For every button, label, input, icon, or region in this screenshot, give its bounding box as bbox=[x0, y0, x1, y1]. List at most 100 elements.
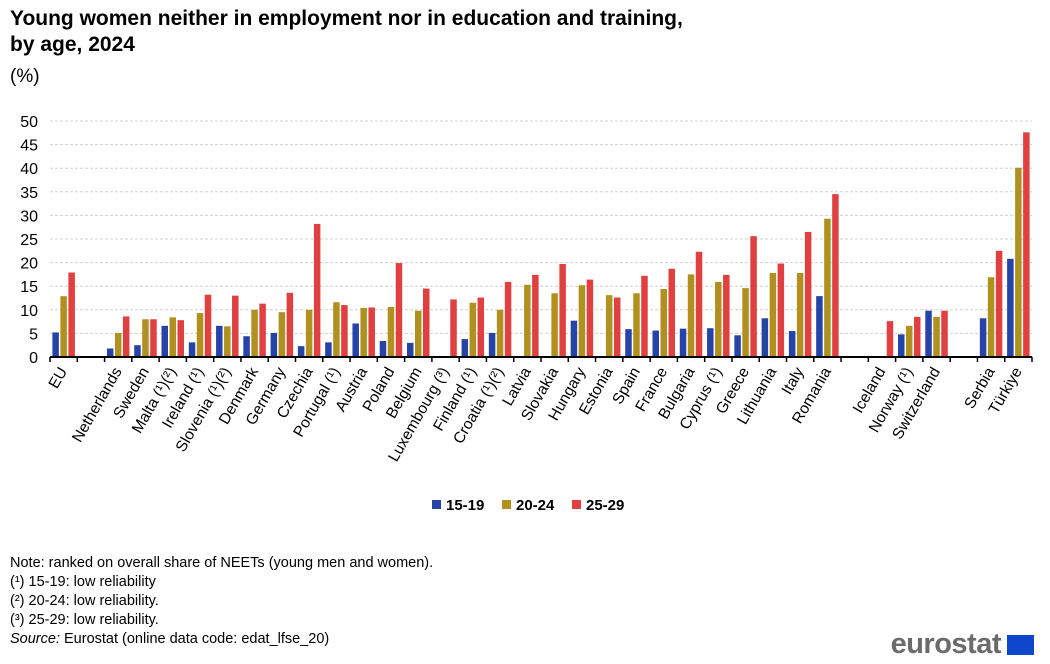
eurostat-logo: eurostat bbox=[891, 628, 1034, 661]
bar-20-24 bbox=[769, 272, 777, 357]
bar-25-29 bbox=[804, 231, 812, 357]
bar-25-29 bbox=[886, 321, 894, 357]
bar-25-29 bbox=[122, 316, 130, 357]
bar-25-29 bbox=[750, 236, 757, 357]
y-tick-label: 45 bbox=[20, 138, 38, 155]
bar-20-24 bbox=[278, 312, 286, 357]
bar-20-24 bbox=[469, 302, 477, 357]
y-tick-label: 30 bbox=[20, 208, 38, 225]
bar-15-19 bbox=[461, 339, 469, 357]
bar-15-19 bbox=[761, 318, 769, 357]
legend-label-25-29: 25-29 bbox=[586, 497, 624, 514]
footnote-2: (²) 20-24: low reliability. bbox=[10, 593, 159, 609]
bar-25-29 bbox=[559, 264, 566, 357]
bar-20-24 bbox=[796, 272, 804, 357]
bar-15-19 bbox=[188, 342, 196, 357]
footnote-1: (¹) 15-19: low reliability bbox=[10, 574, 156, 590]
bar-25-29 bbox=[695, 251, 703, 357]
bar-15-19 bbox=[679, 328, 687, 357]
bar-15-19 bbox=[734, 335, 741, 357]
bar-20-24 bbox=[906, 325, 913, 357]
bar-25-29 bbox=[532, 274, 539, 357]
bar-25-29 bbox=[668, 268, 675, 357]
bar-25-29 bbox=[995, 250, 1003, 357]
bar-20-24 bbox=[660, 289, 667, 357]
bar-25-29 bbox=[477, 297, 485, 357]
y-tick-label: 50 bbox=[20, 114, 38, 131]
logo-text: eurostat bbox=[890, 628, 1002, 660]
bar-20-24 bbox=[933, 316, 940, 357]
bar-15-19 bbox=[570, 320, 578, 357]
bar-15-19 bbox=[243, 336, 250, 357]
bar-20-24 bbox=[387, 306, 395, 357]
bar-15-19 bbox=[979, 318, 987, 357]
legend-label-20-24: 20-24 bbox=[516, 497, 555, 514]
bar-25-29 bbox=[723, 274, 730, 357]
bar-20-24 bbox=[524, 284, 531, 357]
y-tick-label: 5 bbox=[29, 326, 38, 343]
source-text: Eurostat (online data code: edat_lfse_20… bbox=[59, 631, 330, 647]
bar-20-24 bbox=[333, 302, 340, 357]
bar-20-24 bbox=[196, 313, 204, 357]
footnote-3: (³) 25-29: low reliability. bbox=[10, 612, 159, 628]
legend-swatch-20-24 bbox=[502, 500, 511, 509]
bar-15-19 bbox=[925, 310, 932, 357]
bar-25-29 bbox=[286, 292, 294, 357]
y-tick-label: 0 bbox=[29, 350, 38, 367]
legend-label-15-19: 15-19 bbox=[446, 497, 484, 514]
bar-20-24 bbox=[496, 309, 504, 357]
footnotes: Note: ranked on overall share of NEETs (… bbox=[10, 554, 433, 649]
source-line: Source: Eurostat (online data code: edat… bbox=[10, 630, 433, 649]
source-label: Source: bbox=[10, 631, 60, 647]
bar-15-19 bbox=[407, 342, 414, 357]
bar-25-29 bbox=[586, 279, 594, 357]
bar-15-19 bbox=[297, 346, 305, 357]
legend-swatch-25-29 bbox=[572, 500, 581, 509]
bar-25-29 bbox=[368, 307, 375, 357]
bar-15-19 bbox=[488, 332, 496, 357]
bar-25-29 bbox=[641, 275, 648, 357]
bar-20-24 bbox=[1015, 167, 1022, 357]
y-tick-label: 35 bbox=[20, 185, 38, 202]
bar-15-19 bbox=[788, 331, 796, 357]
x-tick-label: EU bbox=[46, 365, 71, 392]
bar-25-29 bbox=[395, 263, 403, 357]
bar-25-29 bbox=[204, 294, 212, 357]
bar-15-19 bbox=[352, 323, 359, 357]
bar-15-19 bbox=[652, 330, 659, 357]
bar-20-24 bbox=[415, 310, 422, 357]
bar-25-29 bbox=[832, 194, 839, 357]
bar-15-19 bbox=[379, 340, 387, 357]
chart-title: Young women neither in employment nor in… bbox=[10, 6, 910, 58]
bar-20-24 bbox=[742, 288, 749, 357]
title-line-2: by age, 2024 bbox=[10, 33, 135, 56]
bar-25-29 bbox=[68, 272, 75, 357]
bar-20-24 bbox=[715, 281, 722, 357]
bar-20-24 bbox=[142, 319, 149, 357]
y-tick-label: 40 bbox=[20, 161, 38, 178]
bar-15-19 bbox=[134, 345, 141, 357]
bar-20-24 bbox=[824, 218, 831, 357]
bar-20-24 bbox=[987, 277, 995, 357]
unit-label: (%) bbox=[10, 66, 40, 87]
bar-15-19 bbox=[106, 348, 114, 357]
bar-20-24 bbox=[251, 309, 258, 357]
bar-15-19 bbox=[1007, 258, 1014, 357]
legend-swatch-15-19 bbox=[432, 500, 441, 509]
y-tick-label: 15 bbox=[20, 279, 38, 296]
bar-25-29 bbox=[259, 303, 266, 357]
bar-25-29 bbox=[450, 299, 457, 357]
y-tick-label: 20 bbox=[20, 256, 38, 273]
bar-15-19 bbox=[898, 334, 905, 357]
y-tick-label: 10 bbox=[20, 303, 38, 320]
bar-15-19 bbox=[816, 296, 823, 357]
bar-15-19 bbox=[161, 325, 168, 357]
bar-25-29 bbox=[313, 223, 321, 357]
bar-20-24 bbox=[551, 293, 558, 357]
bar-20-24 bbox=[169, 317, 176, 357]
bar-25-29 bbox=[150, 319, 157, 357]
bar-25-29 bbox=[504, 281, 512, 357]
bar-20-24 bbox=[60, 296, 67, 357]
